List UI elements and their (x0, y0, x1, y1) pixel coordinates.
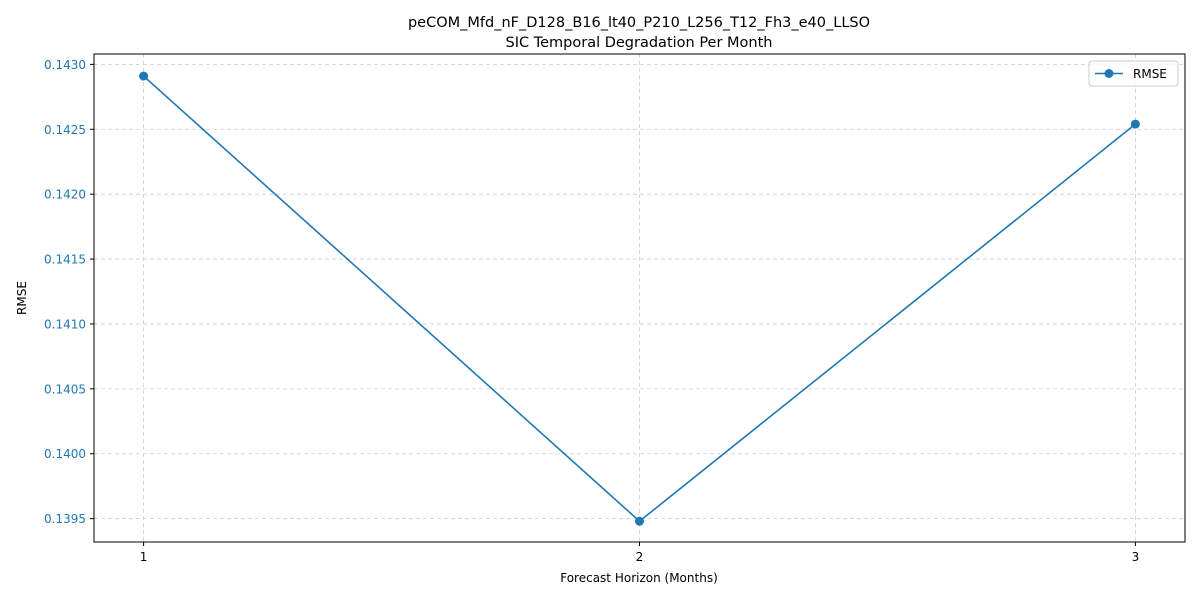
legend-marker (1104, 69, 1114, 78)
data-point (635, 516, 644, 526)
y-tick-label: 0.1400 (44, 447, 86, 461)
legend: RMSE (1088, 60, 1179, 87)
y-tick-label: 0.1425 (44, 123, 86, 137)
axis-ticks: 1 2 3 0.1395 0.1400 0.1405 0.1410 0.1415 0.1420 0… (44, 58, 1139, 564)
chart-title: peCOM_Mfd_nF_D128_B16_lt40_P210_L256_T12… (408, 15, 870, 31)
legend-frame (1088, 60, 1179, 87)
y-tick-label: 0.1410 (44, 317, 86, 331)
chart-subtitle: SIC Temporal Degradation Per Month (506, 35, 773, 51)
y-tick-label: 0.1405 (44, 382, 86, 396)
legend-label: RMSE (1133, 67, 1167, 81)
x-axis-label: Forecast Horizon (Months) (560, 571, 718, 585)
series-layer (139, 71, 1140, 526)
y-tick-label: 0.1420 (44, 188, 86, 202)
grid (94, 54, 1185, 542)
x-tick-label: 1 (140, 550, 148, 564)
data-point (139, 71, 149, 81)
y-tick-label: 0.1430 (44, 58, 86, 72)
data-point (1130, 119, 1140, 129)
y-axis-label: RMSE (15, 281, 29, 315)
x-tick-label: 2 (636, 550, 644, 564)
y-tick-label: 0.1395 (44, 512, 86, 526)
y-tick-label: 0.1415 (44, 253, 86, 267)
x-tick-label: 3 (1132, 550, 1140, 564)
